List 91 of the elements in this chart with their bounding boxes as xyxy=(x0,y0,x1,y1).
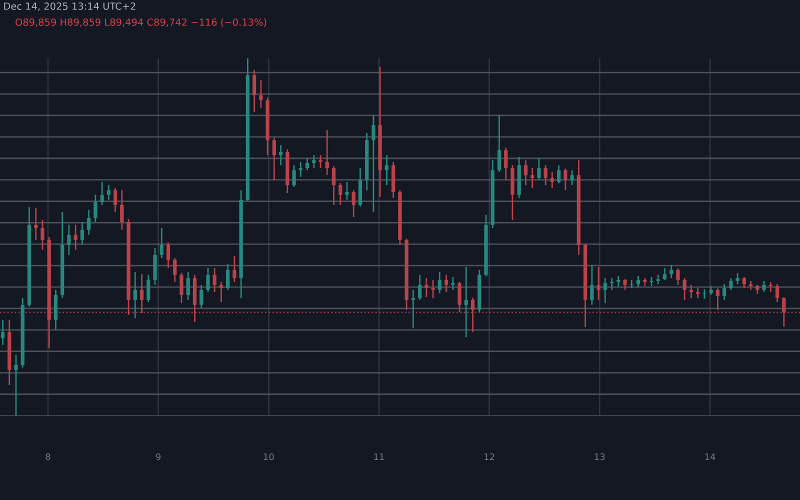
candlestick xyxy=(312,154,316,169)
candlestick xyxy=(550,171,554,189)
candlestick xyxy=(292,164,296,188)
candlestick xyxy=(716,287,720,311)
candlestick xyxy=(120,189,124,231)
candlestick xyxy=(431,279,435,299)
candlestick xyxy=(729,277,733,291)
candlestick xyxy=(106,184,110,201)
candlestick xyxy=(497,114,502,173)
candlestick xyxy=(338,182,342,206)
candlestick xyxy=(298,161,302,178)
candlestick xyxy=(166,242,170,269)
candlestick xyxy=(332,166,336,206)
candlestick xyxy=(411,289,416,329)
candlestick xyxy=(742,276,746,289)
candlestick xyxy=(689,284,694,299)
candlestick xyxy=(74,224,78,251)
candlestick xyxy=(504,146,508,181)
candlestick xyxy=(232,255,236,283)
candlestick xyxy=(438,271,442,294)
candlestick xyxy=(80,221,84,246)
candlestick xyxy=(206,267,210,293)
candlestick xyxy=(557,164,561,184)
chart-title: Dec 14, 2025 13:14 UTC+2 xyxy=(4,2,136,11)
x-tick-label: 12 xyxy=(484,453,494,460)
candlestick xyxy=(537,157,541,181)
candlestick xyxy=(570,169,574,186)
candlestick xyxy=(140,273,144,314)
x-tick-label: 8 xyxy=(46,453,50,460)
candlestick xyxy=(186,271,190,301)
candlestick xyxy=(146,274,150,303)
candlestick xyxy=(670,264,674,279)
candlestick xyxy=(226,263,230,291)
candlestick xyxy=(451,276,455,291)
candlestick xyxy=(603,277,607,304)
candlestick xyxy=(113,187,118,213)
x-tick-label: 13 xyxy=(594,453,605,460)
candlestick xyxy=(676,268,680,286)
x-tick-label: 10 xyxy=(264,453,274,460)
candlestick xyxy=(259,79,263,109)
candlestick xyxy=(630,279,634,289)
x-tick-label: 14 xyxy=(705,453,716,460)
candlestick xyxy=(544,164,548,186)
candlestick xyxy=(596,266,600,301)
candlestick xyxy=(470,297,475,333)
candlestick xyxy=(736,272,740,285)
candlestick xyxy=(305,157,310,171)
candlestick xyxy=(252,69,256,113)
candlestick xyxy=(656,274,660,285)
text: O89,859 H89,859 L89,494 C89,742 −116 (−0.13%) xyxy=(16,18,266,27)
candlestick xyxy=(272,136,276,181)
candlestick xyxy=(524,159,528,186)
candlestick xyxy=(94,194,98,223)
candlestick xyxy=(14,354,18,416)
candlestick xyxy=(86,209,91,236)
candlestick xyxy=(372,114,376,213)
candlestick xyxy=(590,264,594,306)
candlestick xyxy=(662,267,667,281)
candlestick xyxy=(40,219,44,251)
candlestick xyxy=(384,154,389,186)
candlestick xyxy=(160,227,164,259)
x-tick-label: 11 xyxy=(374,453,384,460)
candlestick xyxy=(180,272,184,304)
candlestick xyxy=(0,319,5,346)
candlestick xyxy=(173,257,177,283)
candlestick xyxy=(444,274,448,293)
x-tick-label: 9 xyxy=(156,453,161,460)
candlestick xyxy=(345,181,349,201)
candlestick xyxy=(696,287,700,299)
candlestick xyxy=(722,283,726,301)
candlestick xyxy=(464,266,468,338)
candlestick xyxy=(100,181,104,206)
candlestick xyxy=(325,129,329,176)
candlestick xyxy=(782,296,786,328)
candlestick xyxy=(418,274,422,301)
candlestick xyxy=(702,288,706,300)
candlestick xyxy=(200,284,204,309)
candlestick xyxy=(133,271,137,319)
candlestick xyxy=(636,275,640,288)
candlestick xyxy=(352,189,356,218)
candlestick xyxy=(775,283,780,303)
candlestick xyxy=(67,224,71,256)
candlestick xyxy=(458,281,462,313)
candlestick xyxy=(318,154,322,169)
candlestick xyxy=(616,275,620,288)
candlestick xyxy=(682,277,686,301)
candlestick xyxy=(530,167,534,189)
candlestick xyxy=(762,280,766,293)
candlestick xyxy=(564,168,568,191)
candlestick xyxy=(212,267,216,293)
candlestick xyxy=(623,278,627,291)
